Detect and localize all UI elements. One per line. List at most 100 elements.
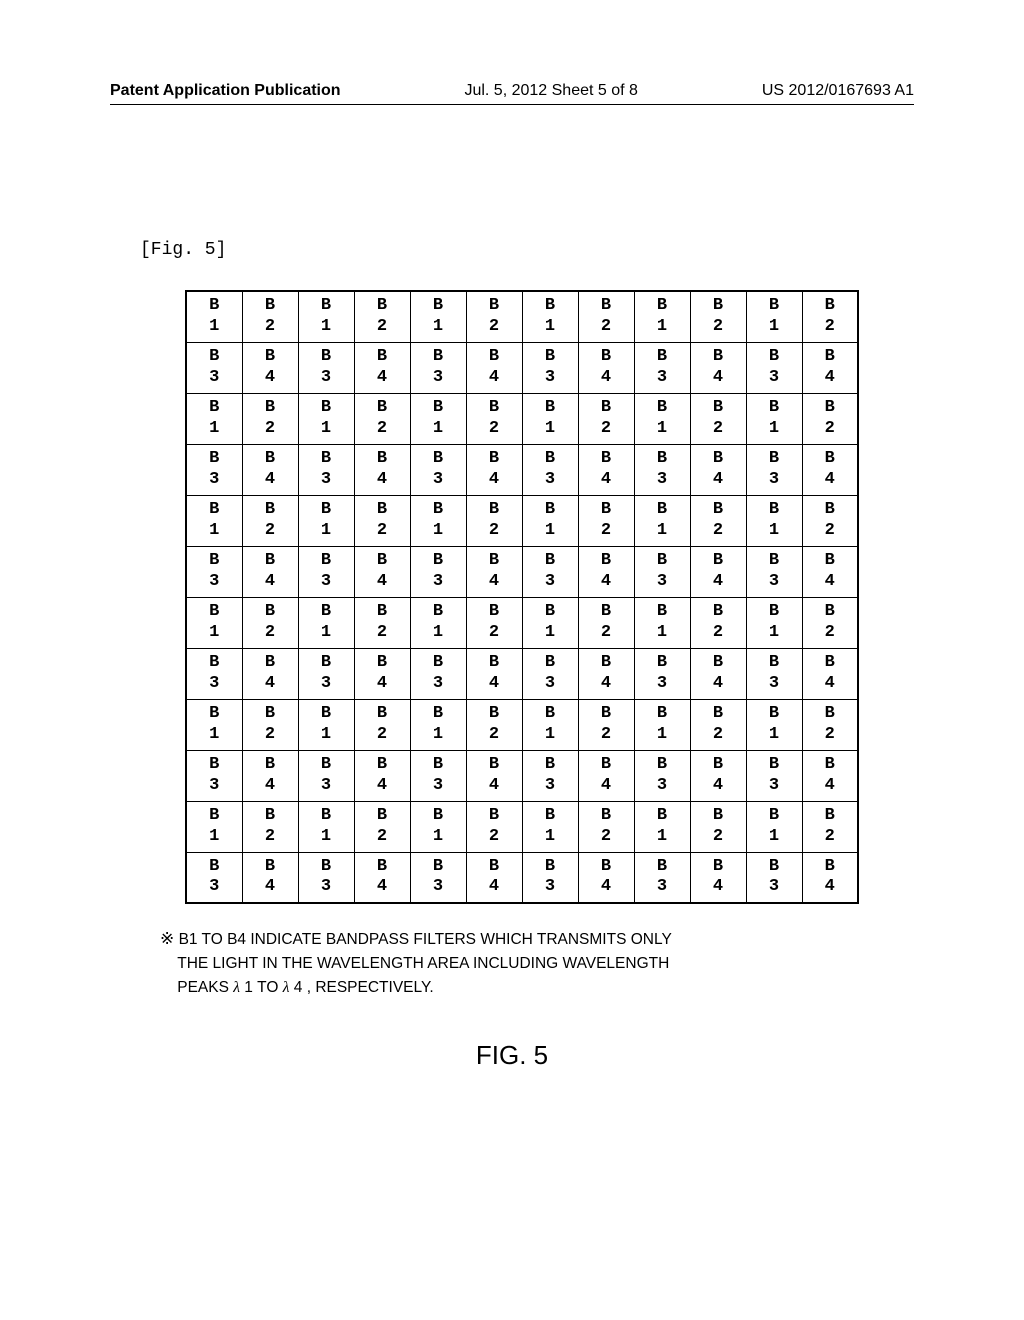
- cell-letter: B: [467, 602, 522, 622]
- filter-cell: B3: [298, 648, 354, 699]
- cell-number: 2: [803, 419, 858, 439]
- filter-cell: B2: [690, 597, 746, 648]
- filter-cell: B1: [186, 699, 242, 750]
- cell-number: 4: [803, 470, 858, 490]
- filter-cell: B1: [634, 393, 690, 444]
- cell-number: 2: [355, 623, 410, 643]
- filter-cell: B1: [298, 495, 354, 546]
- cell-letter: B: [579, 500, 634, 520]
- cell-letter: B: [243, 449, 298, 469]
- cell-letter: B: [635, 296, 690, 316]
- filter-cell: B2: [242, 699, 298, 750]
- cell-letter: B: [579, 857, 634, 877]
- filter-cell: B3: [634, 648, 690, 699]
- table-row: B3B4B3B4B3B4B3B4B3B4B3B4: [186, 444, 858, 495]
- filter-cell: B4: [354, 852, 410, 903]
- filter-cell: B4: [802, 852, 858, 903]
- cell-letter: B: [579, 602, 634, 622]
- header-divider: [110, 104, 914, 105]
- cell-letter: B: [411, 500, 466, 520]
- cell-letter: B: [747, 347, 802, 367]
- cell-letter: B: [635, 602, 690, 622]
- filter-cell: B3: [298, 342, 354, 393]
- filter-cell: B2: [354, 291, 410, 342]
- cell-number: 1: [747, 725, 802, 745]
- table-row: B3B4B3B4B3B4B3B4B3B4B3B4: [186, 342, 858, 393]
- cell-number: 2: [467, 623, 522, 643]
- filter-cell: B4: [690, 546, 746, 597]
- cell-number: 4: [579, 674, 634, 694]
- cell-letter: B: [187, 755, 242, 775]
- table-row: B1B2B1B2B1B2B1B2B1B2B1B2: [186, 291, 858, 342]
- cell-number: 1: [411, 827, 466, 847]
- cell-letter: B: [747, 500, 802, 520]
- cell-letter: B: [355, 398, 410, 418]
- cell-letter: B: [691, 296, 746, 316]
- cell-number: 1: [523, 419, 578, 439]
- table-row: B1B2B1B2B1B2B1B2B1B2B1B2: [186, 495, 858, 546]
- filter-cell: B2: [354, 699, 410, 750]
- cell-letter: B: [411, 806, 466, 826]
- cell-letter: B: [243, 806, 298, 826]
- filter-cell: B4: [690, 444, 746, 495]
- cell-number: 1: [635, 521, 690, 541]
- filter-cell: B4: [354, 342, 410, 393]
- cell-letter: B: [355, 704, 410, 724]
- filter-cell: B3: [522, 444, 578, 495]
- filter-cell: B4: [578, 546, 634, 597]
- cell-number: 1: [187, 521, 242, 541]
- cell-letter: B: [355, 653, 410, 673]
- filter-cell: B1: [410, 801, 466, 852]
- cell-number: 2: [803, 521, 858, 541]
- cell-letter: B: [747, 806, 802, 826]
- filter-cell: B1: [634, 699, 690, 750]
- cell-letter: B: [523, 653, 578, 673]
- header-row: Patent Application Publication Jul. 5, 2…: [110, 82, 914, 100]
- cell-number: 2: [691, 317, 746, 337]
- cell-letter: B: [355, 347, 410, 367]
- cell-number: 3: [747, 776, 802, 796]
- cell-number: 2: [691, 623, 746, 643]
- cell-letter: B: [635, 398, 690, 418]
- table-row: B3B4B3B4B3B4B3B4B3B4B3B4: [186, 852, 858, 903]
- cell-number: 4: [467, 877, 522, 897]
- filter-cell: B1: [746, 597, 802, 648]
- filter-cell: B4: [802, 342, 858, 393]
- filter-cell: B1: [634, 495, 690, 546]
- filter-grid-table: B1B2B1B2B1B2B1B2B1B2B1B2B3B4B3B4B3B4B3B4…: [185, 290, 859, 904]
- cell-letter: B: [803, 551, 858, 571]
- cell-letter: B: [523, 500, 578, 520]
- cell-letter: B: [635, 653, 690, 673]
- filter-cell: B3: [522, 648, 578, 699]
- cell-number: 4: [803, 572, 858, 592]
- filter-cell: B3: [522, 546, 578, 597]
- filter-cell: B4: [802, 546, 858, 597]
- cell-number: 1: [635, 317, 690, 337]
- cell-number: 2: [467, 725, 522, 745]
- filter-cell: B4: [578, 648, 634, 699]
- filter-cell: B4: [354, 444, 410, 495]
- cell-letter: B: [747, 755, 802, 775]
- filter-cell: B4: [354, 750, 410, 801]
- cell-number: 4: [243, 776, 298, 796]
- filter-cell: B3: [298, 444, 354, 495]
- filter-cell: B1: [186, 597, 242, 648]
- filter-cell: B2: [578, 699, 634, 750]
- cell-number: 2: [803, 827, 858, 847]
- cell-letter: B: [411, 602, 466, 622]
- cell-number: 4: [579, 470, 634, 490]
- cell-number: 1: [411, 419, 466, 439]
- filter-cell: B4: [578, 342, 634, 393]
- cell-letter: B: [579, 551, 634, 571]
- cell-number: 4: [467, 572, 522, 592]
- cell-letter: B: [467, 755, 522, 775]
- cell-letter: B: [523, 806, 578, 826]
- filter-cell: B1: [186, 495, 242, 546]
- cell-number: 4: [803, 674, 858, 694]
- filter-cell: B3: [522, 852, 578, 903]
- filter-cell: B2: [578, 801, 634, 852]
- cell-number: 3: [747, 470, 802, 490]
- cell-letter: B: [187, 398, 242, 418]
- filter-cell: B1: [410, 291, 466, 342]
- cell-number: 3: [635, 368, 690, 388]
